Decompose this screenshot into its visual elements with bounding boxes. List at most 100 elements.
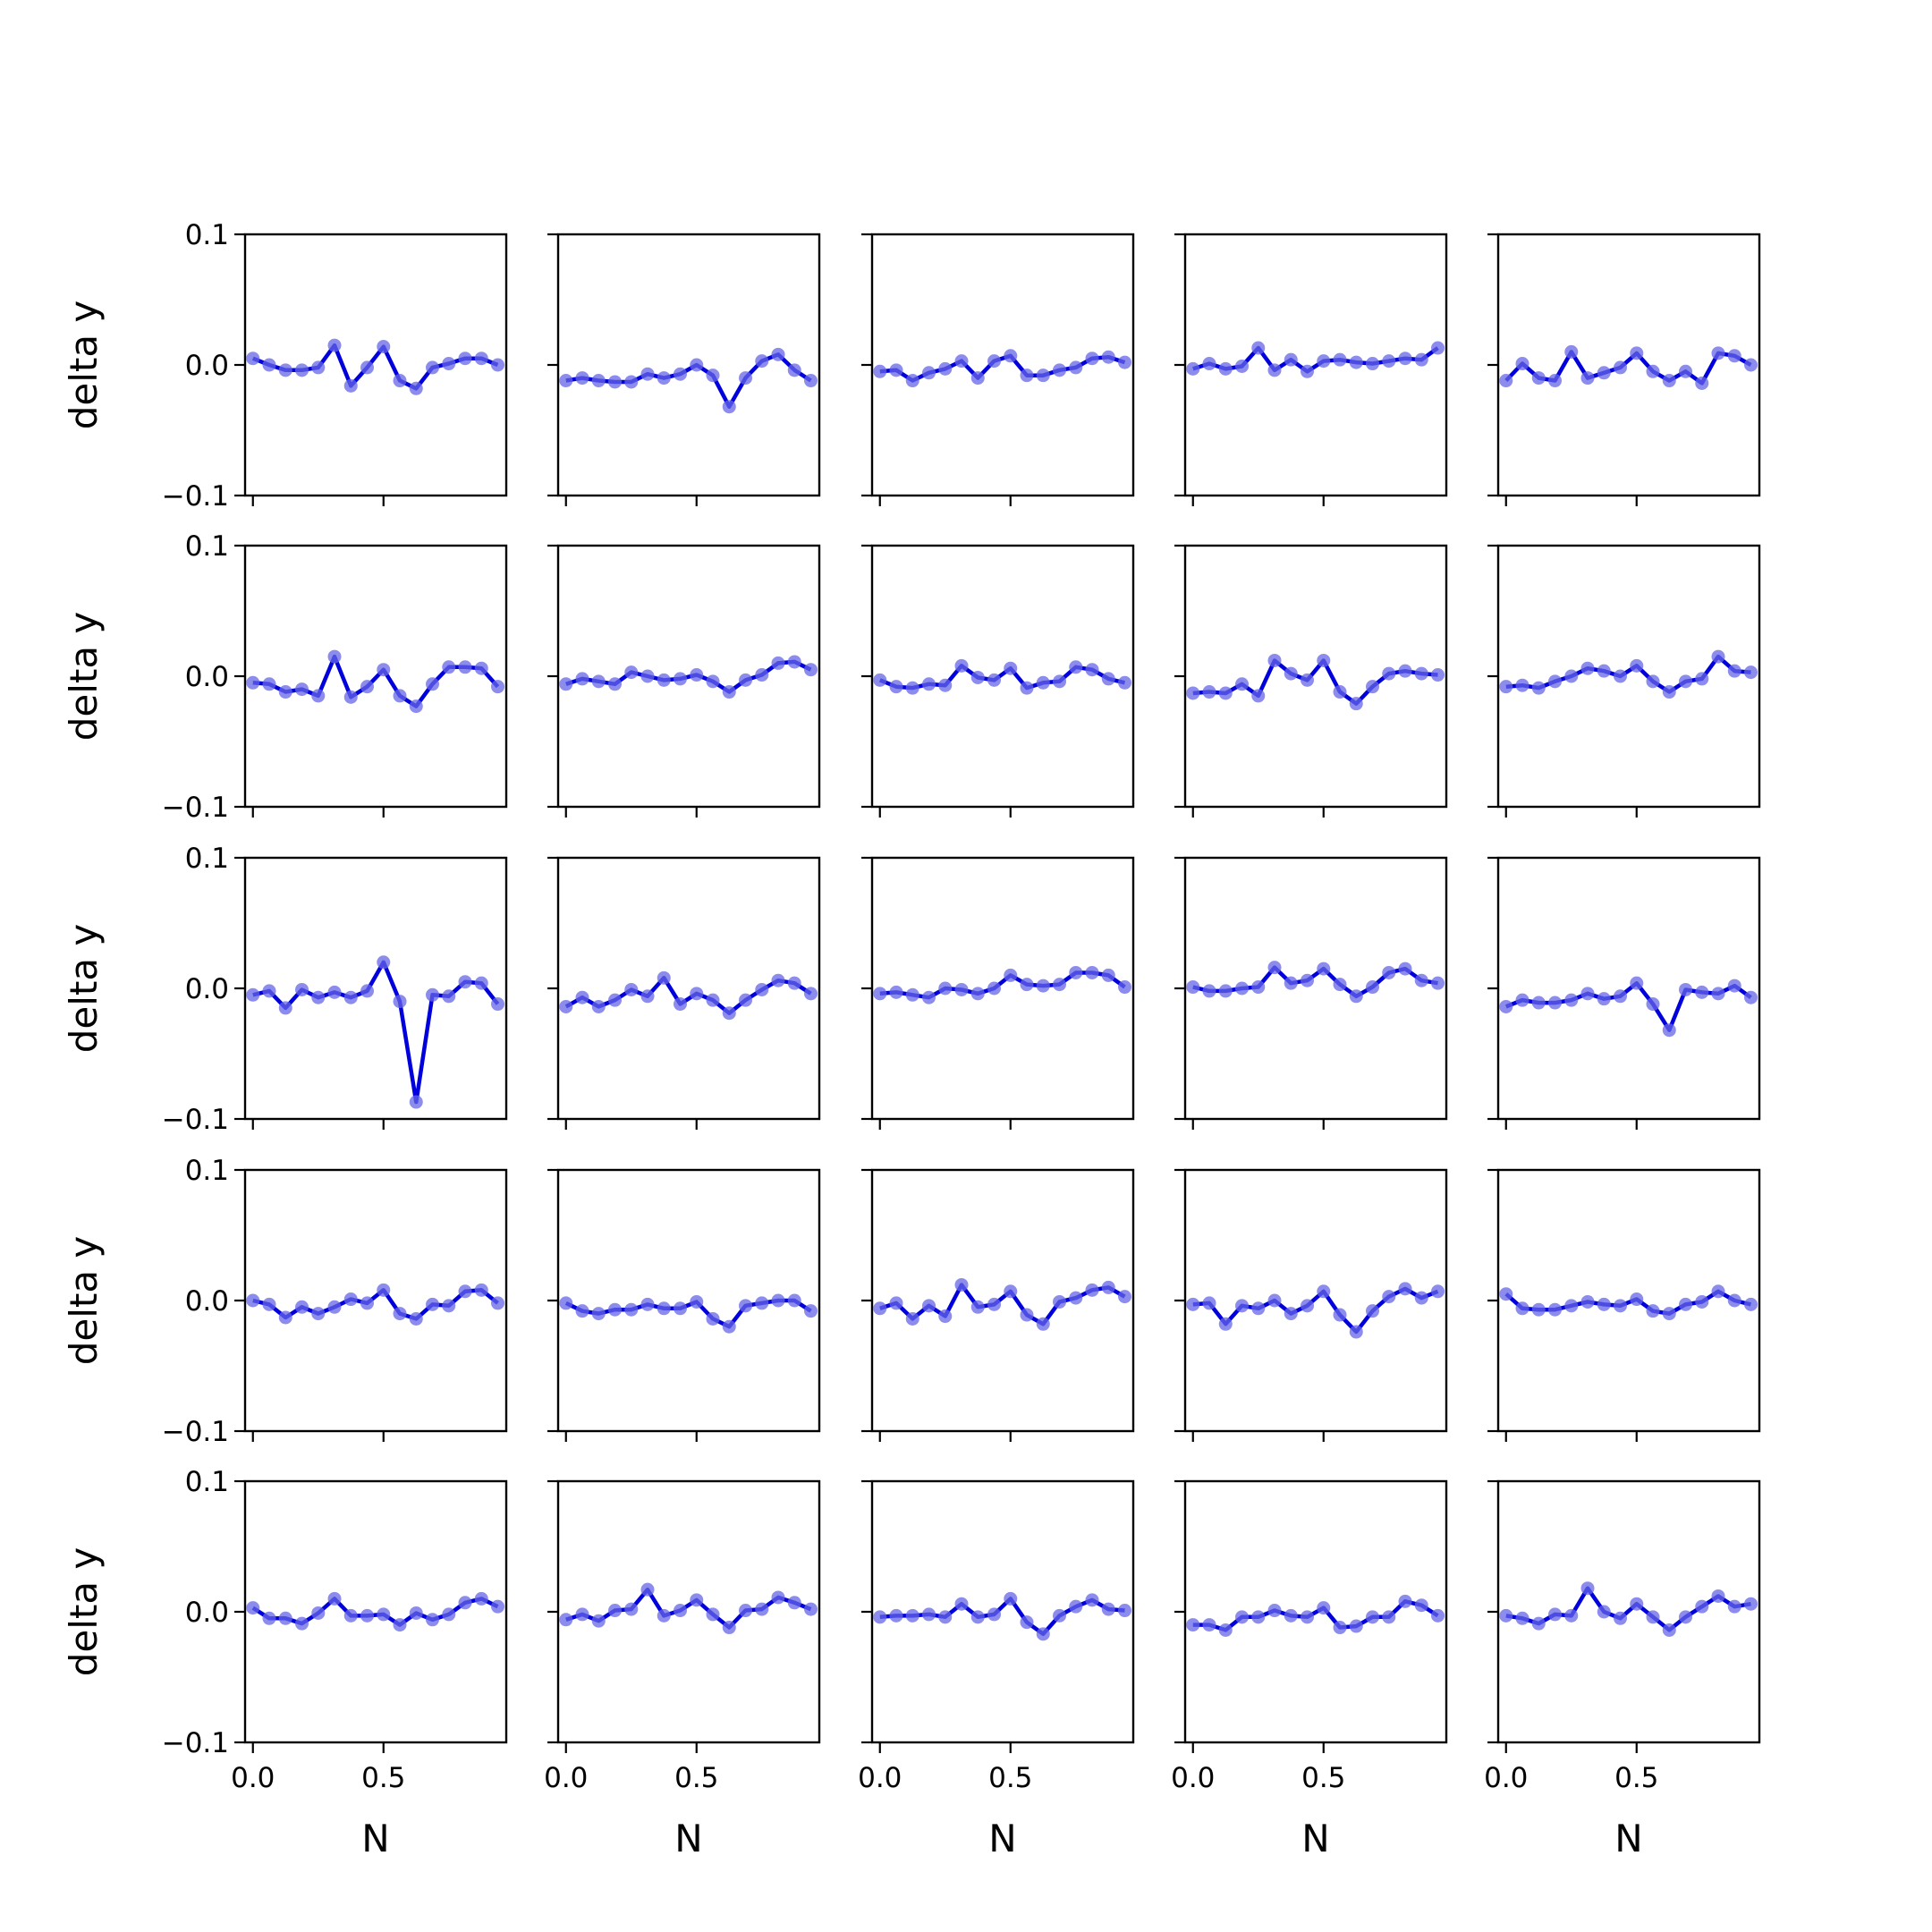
data-point	[1053, 1294, 1067, 1309]
data-point	[491, 680, 505, 694]
data-point	[474, 352, 488, 366]
data-point	[1317, 1284, 1331, 1299]
data-point	[1662, 374, 1676, 388]
data-point	[1118, 980, 1132, 995]
data-point	[657, 1608, 671, 1623]
data-point	[1630, 346, 1644, 360]
data-point	[1069, 1599, 1083, 1614]
data-point	[690, 1593, 704, 1607]
data-point	[1515, 993, 1530, 1007]
data-point	[690, 668, 704, 682]
data-point	[1679, 364, 1693, 378]
y-axis-label: delta y	[62, 924, 106, 1054]
data-point	[1662, 685, 1676, 699]
data-point	[409, 1095, 423, 1109]
data-point	[722, 685, 736, 699]
y-tick-label: 0.1	[185, 1466, 229, 1498]
data-point	[873, 1610, 887, 1624]
data-point	[559, 1613, 573, 1627]
data-point	[1564, 344, 1579, 359]
y-tick-label: 0.0	[185, 661, 229, 693]
data-point	[1597, 664, 1611, 678]
data-point	[295, 1616, 309, 1631]
y-tick-label: −0.1	[162, 1104, 229, 1136]
data-point	[1235, 359, 1250, 373]
data-point	[295, 682, 309, 697]
data-point	[1382, 1290, 1396, 1304]
data-point	[1564, 1299, 1579, 1313]
subplot-r3-c5	[1487, 856, 1761, 1130]
data-point	[787, 1293, 801, 1308]
data-point	[1499, 1287, 1513, 1301]
data-point	[1301, 1610, 1315, 1624]
data-point	[1349, 1619, 1363, 1633]
data-point	[987, 1607, 1002, 1622]
data-point	[873, 987, 887, 1001]
data-point	[640, 989, 655, 1004]
data-point	[804, 663, 818, 677]
data-point	[1515, 1611, 1530, 1625]
y-tick-label: 0.1	[185, 1155, 229, 1187]
data-point	[442, 1607, 456, 1622]
data-point	[755, 982, 769, 996]
data-point	[1202, 1618, 1216, 1632]
subplot-r2-c5	[1487, 544, 1761, 818]
x-axis-label: N	[1614, 1817, 1642, 1860]
data-point	[938, 981, 953, 996]
data-point	[1564, 993, 1579, 1007]
data-point	[1317, 354, 1331, 369]
data-point	[591, 374, 606, 388]
subplot-r5-c2: 0.0 0.5 N	[544, 1479, 821, 1860]
data-point	[393, 689, 407, 703]
data-point	[1431, 341, 1445, 355]
subplot-r3-c1: 0.1 0.0 −0.1 delta y	[62, 843, 508, 1136]
data-point	[1499, 680, 1513, 694]
data-point	[1548, 1607, 1563, 1622]
data-point	[1711, 1589, 1725, 1603]
data-point	[804, 1304, 818, 1318]
data-point	[442, 660, 456, 674]
data-point	[1580, 371, 1595, 386]
axes-frame	[243, 856, 508, 1121]
data-point	[262, 358, 276, 372]
data-point	[278, 363, 292, 377]
data-point	[739, 993, 753, 1007]
data-point	[1531, 681, 1546, 695]
data-point	[1218, 686, 1233, 700]
data-point	[377, 1283, 391, 1297]
data-point	[1662, 1023, 1676, 1038]
series-line	[878, 664, 1126, 691]
subplot-r3-c3	[861, 856, 1135, 1130]
data-point	[1004, 1591, 1018, 1606]
data-point	[1036, 1317, 1050, 1331]
subplot-r2-c3	[861, 544, 1135, 818]
data-point	[922, 990, 936, 1004]
data-point	[1235, 981, 1250, 996]
x-tick-label: 0.5	[1614, 1762, 1658, 1794]
data-point	[343, 378, 358, 393]
data-point	[987, 354, 1002, 369]
series-line	[1192, 965, 1438, 999]
data-point	[327, 985, 342, 999]
data-point	[1333, 352, 1347, 367]
data-point	[458, 1284, 472, 1299]
data-point	[1515, 678, 1530, 692]
data-point	[739, 1604, 753, 1618]
data-point	[674, 997, 688, 1012]
data-point	[559, 677, 573, 691]
data-point	[987, 1297, 1002, 1311]
data-point	[1366, 1304, 1380, 1318]
series-line	[565, 659, 812, 694]
y-axis-label: delta y	[62, 612, 106, 741]
data-point	[311, 1606, 326, 1620]
data-point	[1727, 349, 1741, 363]
data-point	[1398, 664, 1412, 678]
data-point	[787, 976, 801, 990]
data-point	[657, 1301, 671, 1316]
data-point	[458, 975, 472, 989]
data-point	[1333, 1621, 1347, 1635]
data-point	[1036, 1627, 1050, 1641]
data-point	[1085, 1283, 1099, 1297]
data-point	[1004, 1284, 1018, 1299]
